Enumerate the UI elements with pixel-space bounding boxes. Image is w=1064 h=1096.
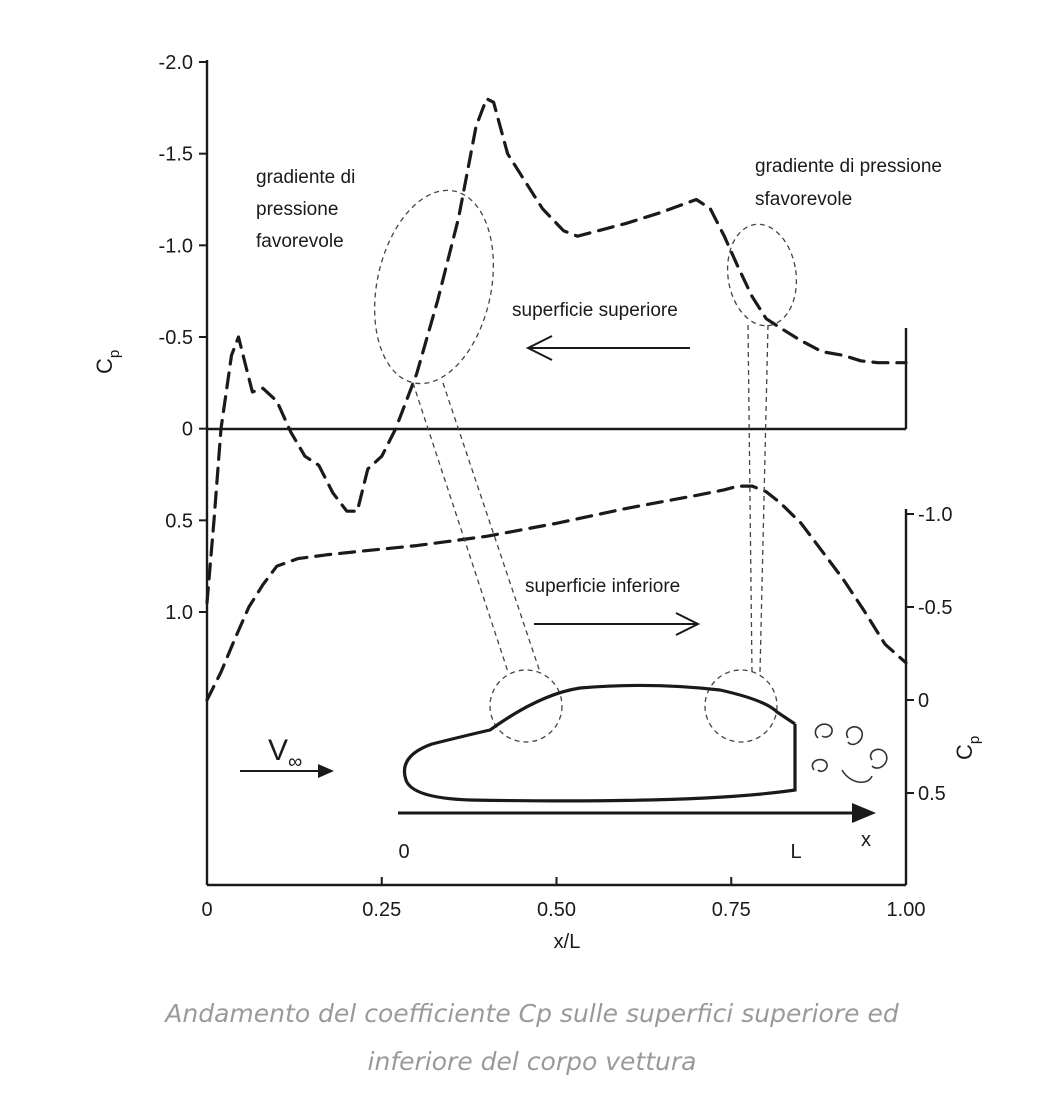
velocity-label: V∞ [268,734,302,773]
upper-surface-arrow [525,335,690,361]
right-tick-label: 0 [918,690,929,712]
svg-text:gradiente di pressione: gradiente di pressione [755,156,942,177]
figure-caption: Andamento del coefficiente Cp sulle supe… [40,990,1024,1086]
right-axis-ticks: -1.0 -0.5 0 0.5 [906,504,952,805]
left-tick-label: -1.5 [159,144,193,166]
left-tick-label: 0 [182,419,193,441]
cp-figure: -2.0 -1.5 -1.0 -0.5 0 0.5 1.0 -1.0 -0.5 0 0.5 0 0.… [92,52,983,953]
velocity-arrow [240,764,334,778]
lower-surface-cp-series [205,484,908,702]
origin-label: 0 [398,841,409,863]
upper-surface-cp-series [205,97,908,605]
highlights [373,189,798,743]
left-axis-ticks: -2.0 -1.5 -1.0 -0.5 0 0.5 1.0 [159,52,207,624]
x-tick-label: 0.75 [712,899,751,921]
car-body [403,683,797,803]
svg-text:pressione: pressione [256,199,338,220]
x-tick-label: 0.50 [537,899,576,921]
caption-line-2: inferiore del corpo vettura [367,1047,697,1076]
x-axis-ticks: 0 0.25 0.50 0.75 1.00 [201,877,925,921]
x-tick-label: 0.25 [362,899,401,921]
inset-highlight-front [489,669,563,743]
leader-line-right-a [747,324,753,673]
upper-surface-label: superficie superiore [512,300,678,321]
right-tick-label: -0.5 [918,597,952,619]
length-label: L [790,841,801,863]
left-tick-label: -1.0 [159,235,193,257]
caption-line-1: Andamento del coefficiente Cp sulle supe… [165,999,899,1028]
left-tick-label: -0.5 [159,327,193,349]
left-tick-label: 0.5 [165,510,193,532]
svg-text:gradiente di: gradiente di [256,167,355,188]
x-tick-label: 1.00 [887,899,926,921]
wake-vortices-icon [811,723,888,783]
left-axis-title: Cp [92,350,123,374]
svg-text:sfavorevole: sfavorevole [755,189,852,210]
leader-line-left-a [412,382,509,673]
right-tick-label: -1.0 [918,504,952,526]
favorable-gradient-ellipse [373,189,495,385]
lower-surface-arrow [534,612,701,636]
x-axis-arrow-label: x [861,829,871,851]
right-tick-label: 0.5 [918,783,946,805]
annotation-unfavorable: gradiente di pressione sfavorevole [755,156,942,210]
x-reference-arrow [398,803,876,823]
inset-highlight-rear [704,669,778,743]
svg-text:favorevole: favorevole [256,231,344,252]
leader-line-right-b [759,324,769,673]
axes [205,60,908,887]
unfavorable-gradient-ellipse [726,223,798,327]
car-inset: V∞ 0 L x [240,683,888,863]
cp-chart: -2.0 -1.5 -1.0 -0.5 0 0.5 1.0 -1.0 -0.5 0 0.5 0 0.… [92,52,983,953]
x-tick-label: 0 [201,899,212,921]
lower-surface-label: superficie inferiore [525,576,680,597]
leader-line-left-b [442,382,541,673]
series-layer [205,97,908,702]
x-axis-title: x/L [554,931,581,953]
right-axis-title: Cp [952,736,983,760]
left-tick-label: -2.0 [159,52,193,74]
left-tick-label: 1.0 [165,602,193,624]
annotation-favorable: gradiente di pressione favorevole [256,167,355,252]
